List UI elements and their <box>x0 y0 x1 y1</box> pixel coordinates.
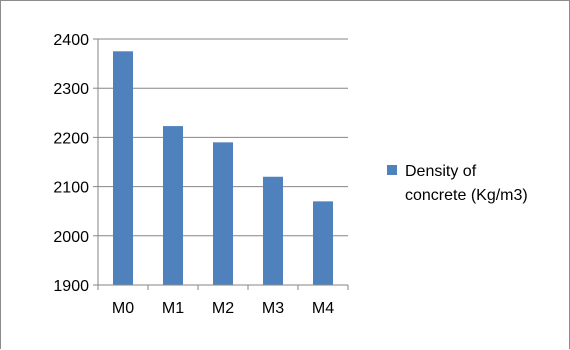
y-tick-label: 2100 <box>53 180 89 197</box>
bar <box>163 126 183 285</box>
y-tick-label: 2300 <box>53 81 89 98</box>
bars <box>113 51 333 285</box>
x-tick-label: M4 <box>312 300 334 317</box>
y-tick-label: 1900 <box>53 278 89 295</box>
x-tick-labels: M0 M1 M2 M3 M4 <box>112 300 334 317</box>
x-tick-label: M3 <box>262 300 284 317</box>
x-tick-label: M2 <box>212 300 234 317</box>
legend-swatch <box>387 165 397 175</box>
y-tick-label: 2400 <box>53 32 89 49</box>
x-tick-label: M0 <box>112 300 134 317</box>
bar <box>113 51 133 285</box>
gridlines <box>98 38 348 237</box>
y-tick-label: 2200 <box>53 130 89 147</box>
bar <box>213 142 233 285</box>
x-tick-label: M1 <box>162 300 184 317</box>
y-tick-labels: 1900 2000 2100 2200 2300 2400 <box>53 32 89 295</box>
legend: Density of concrete (Kg/m3) <box>387 163 528 204</box>
legend-label-line-2: concrete (Kg/m3) <box>405 187 528 204</box>
y-tick-label: 2000 <box>53 229 89 246</box>
axes <box>93 38 349 290</box>
legend-label-line-1: Density of <box>405 163 477 180</box>
bar <box>263 176 283 285</box>
bar <box>313 201 333 285</box>
